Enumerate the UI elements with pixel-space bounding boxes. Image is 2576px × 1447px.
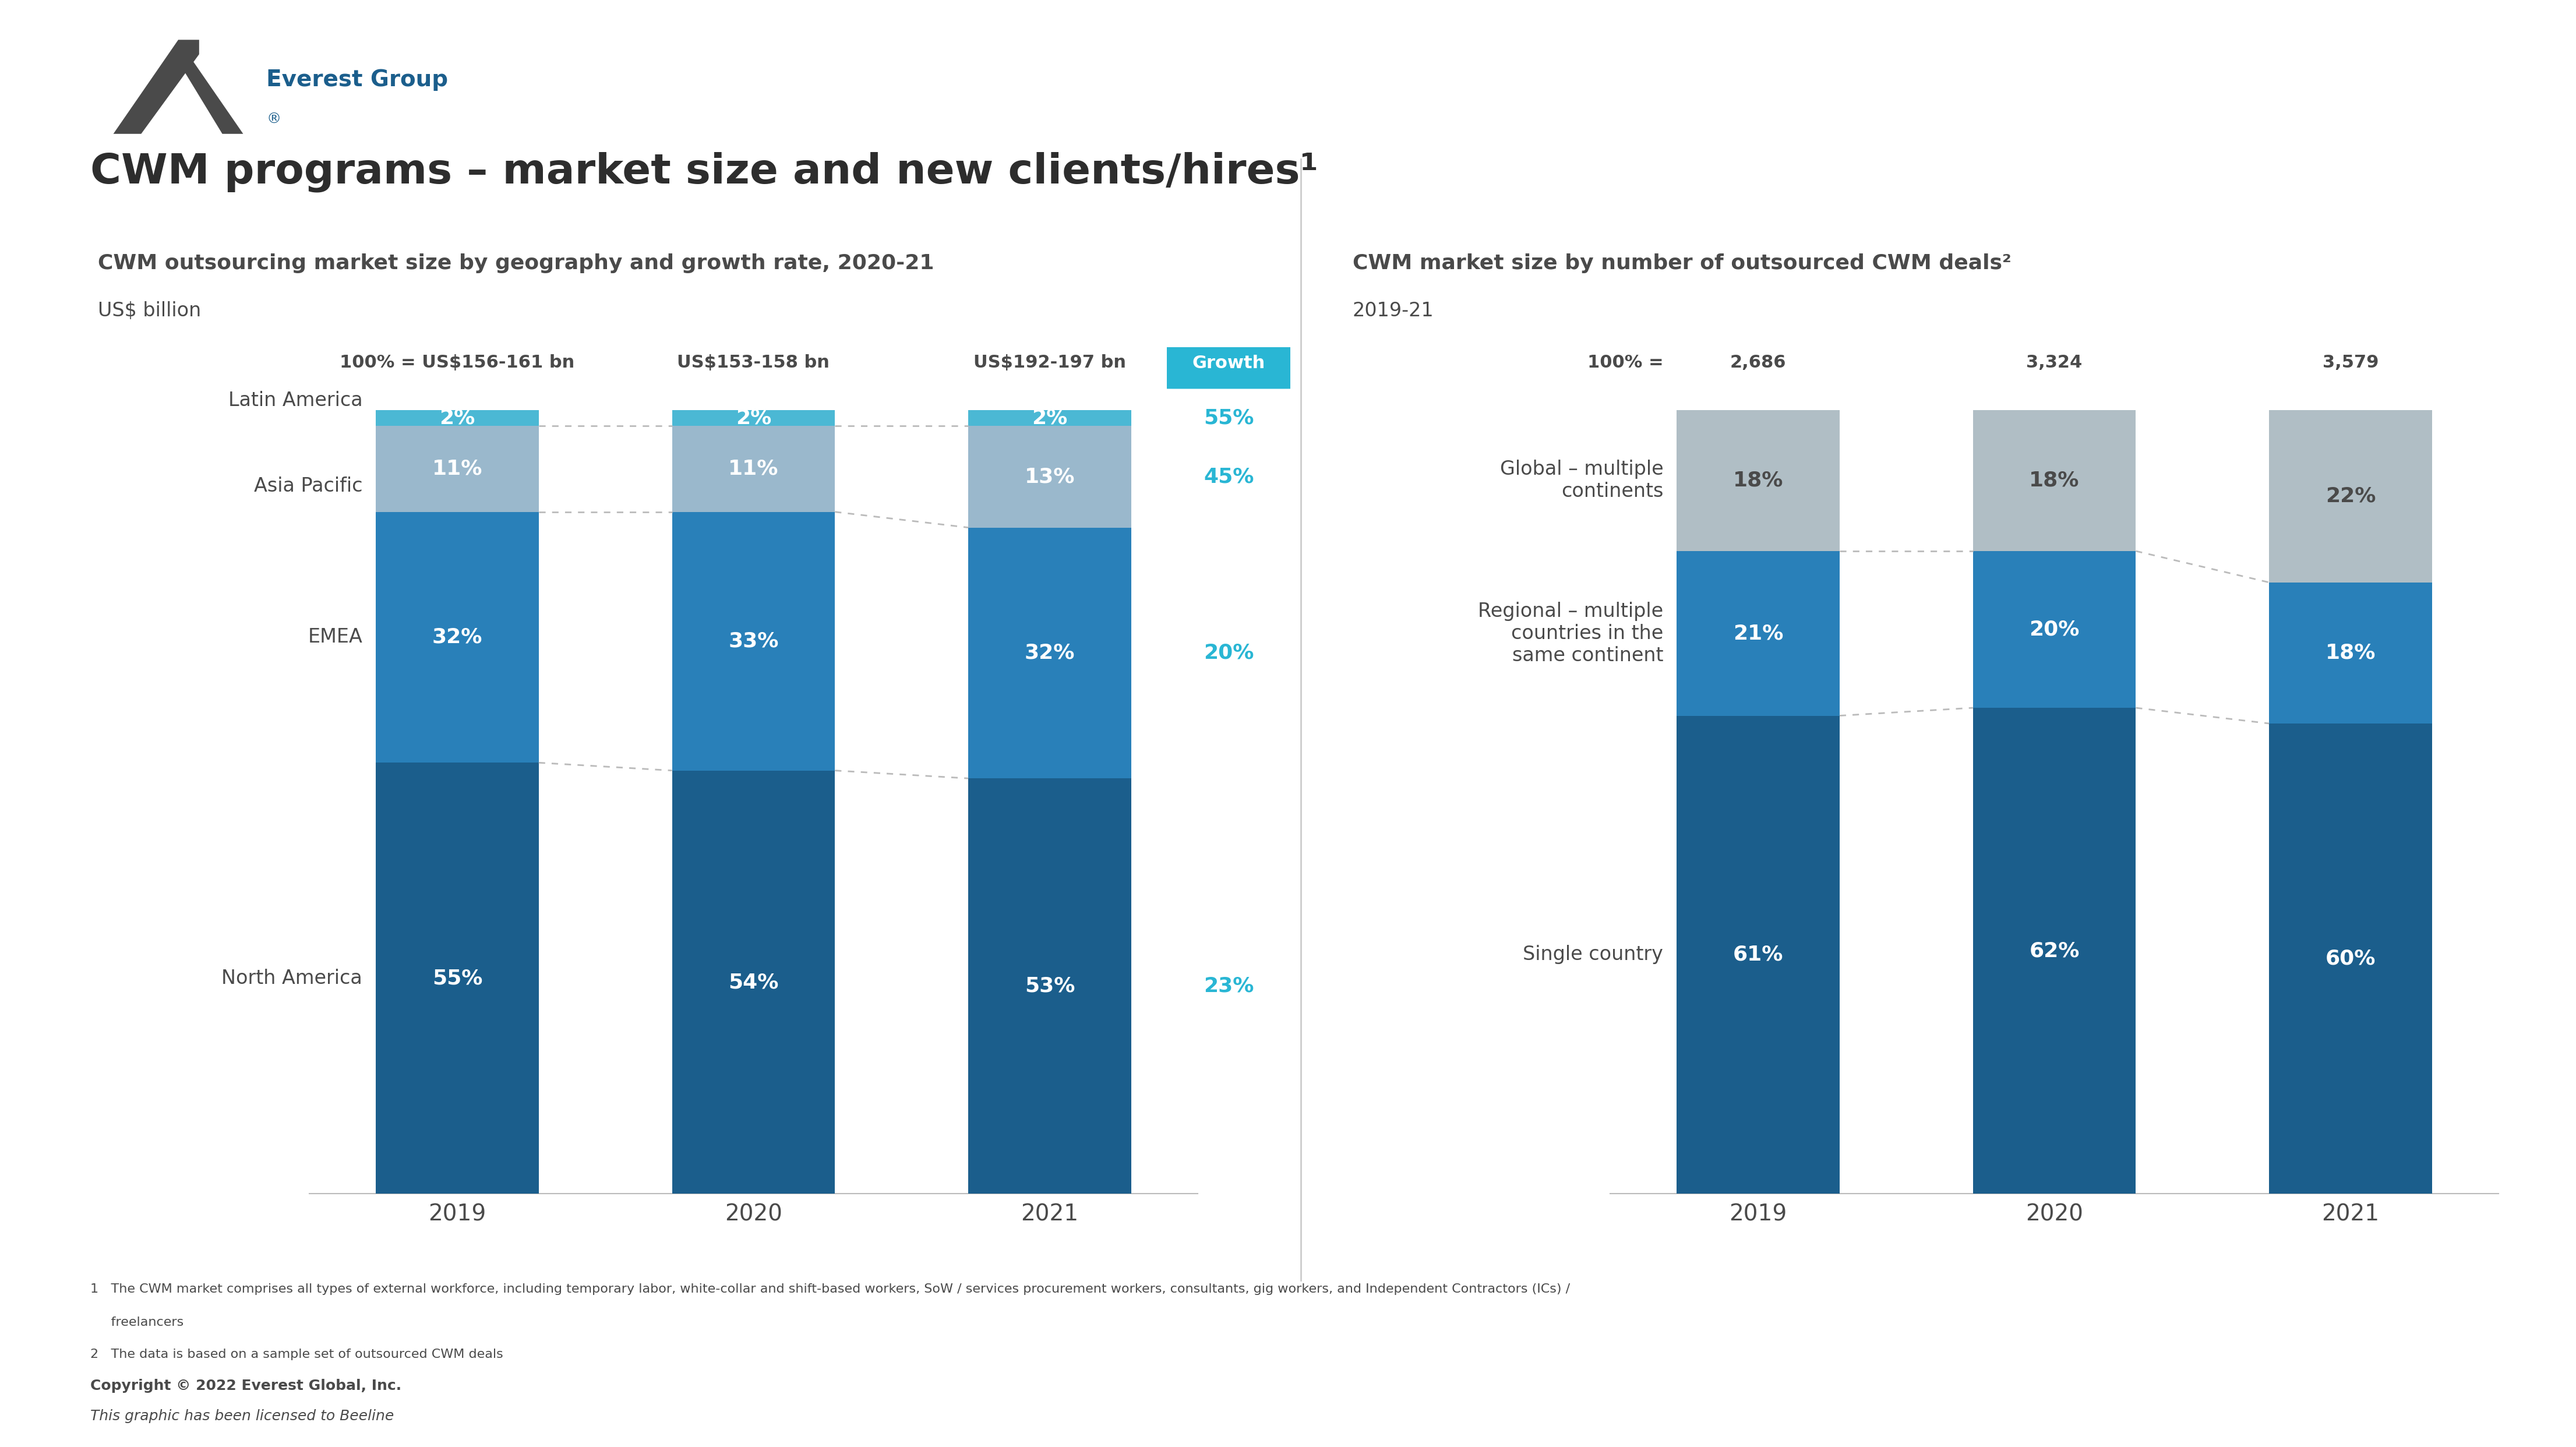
- Bar: [2269, 410, 2432, 583]
- Text: 22%: 22%: [2326, 486, 2375, 506]
- Text: 1   The CWM market comprises all types of external workforce, including temporar: 1 The CWM market comprises all types of …: [90, 1283, 1569, 1295]
- Text: 21%: 21%: [1734, 624, 1783, 644]
- Text: 55%: 55%: [433, 968, 482, 988]
- Bar: [1677, 410, 1839, 551]
- Text: 18%: 18%: [2326, 642, 2375, 663]
- Text: 32%: 32%: [1025, 642, 1074, 663]
- Text: 20%: 20%: [2030, 619, 2079, 640]
- Bar: [672, 512, 835, 770]
- Bar: [1677, 551, 1839, 716]
- Bar: [969, 778, 1131, 1194]
- Text: 100% = US$156-161 bn: 100% = US$156-161 bn: [340, 355, 574, 370]
- Text: US$192-197 bn: US$192-197 bn: [974, 355, 1126, 370]
- Bar: [672, 770, 835, 1194]
- Text: ®: ®: [265, 113, 281, 126]
- Bar: [672, 425, 835, 512]
- Text: CWM programs – market size and new clients/hires¹: CWM programs – market size and new clien…: [90, 152, 1319, 192]
- Text: 11%: 11%: [433, 459, 482, 479]
- Text: Regional – multiple
countries in the
same continent: Regional – multiple countries in the sam…: [1479, 602, 1664, 666]
- Text: 32%: 32%: [433, 628, 482, 647]
- Bar: [672, 410, 835, 425]
- Text: 13%: 13%: [1025, 467, 1074, 486]
- Text: CWM market size by number of outsourced CWM deals²: CWM market size by number of outsourced …: [1352, 253, 2012, 273]
- Text: 61%: 61%: [1734, 945, 1783, 965]
- Text: 20%: 20%: [1203, 642, 1255, 663]
- Text: 2%: 2%: [737, 408, 770, 428]
- Bar: [376, 410, 538, 425]
- Text: 60%: 60%: [2326, 949, 2375, 968]
- Text: US$ billion: US$ billion: [98, 301, 201, 320]
- Text: 3,324: 3,324: [2027, 355, 2081, 370]
- Text: 23%: 23%: [1203, 977, 1255, 996]
- Bar: [1973, 551, 2136, 708]
- Text: 3,579: 3,579: [2324, 355, 2378, 370]
- Text: CWM outsourcing market size by geography and growth rate, 2020-21: CWM outsourcing market size by geography…: [98, 253, 935, 273]
- Bar: [969, 528, 1131, 778]
- Bar: [376, 763, 538, 1194]
- FancyBboxPatch shape: [1136, 337, 1321, 389]
- Text: Copyright © 2022 Everest Global, Inc.: Copyright © 2022 Everest Global, Inc.: [90, 1379, 402, 1393]
- Text: 54%: 54%: [729, 972, 778, 993]
- Text: 2,686: 2,686: [1731, 355, 1785, 370]
- Text: 45%: 45%: [1203, 467, 1255, 486]
- Text: US$153-158 bn: US$153-158 bn: [677, 355, 829, 370]
- Text: 100% =: 100% =: [1587, 355, 1664, 370]
- Text: 53%: 53%: [1025, 977, 1074, 996]
- Polygon shape: [178, 39, 242, 135]
- Text: 2   The data is based on a sample set of outsourced CWM deals: 2 The data is based on a sample set of o…: [90, 1349, 502, 1360]
- Text: 2%: 2%: [1033, 408, 1066, 428]
- Text: 18%: 18%: [1734, 470, 1783, 491]
- Text: Single country: Single country: [1522, 945, 1664, 964]
- Bar: [969, 425, 1131, 528]
- Bar: [376, 425, 538, 512]
- Text: 2%: 2%: [440, 408, 474, 428]
- Text: EMEA: EMEA: [307, 628, 363, 647]
- Text: 62%: 62%: [2030, 941, 2079, 961]
- Text: North America: North America: [222, 968, 363, 988]
- Text: freelancers: freelancers: [90, 1317, 183, 1328]
- Text: Everest Group: Everest Group: [265, 68, 448, 91]
- Text: 2019-21: 2019-21: [1352, 301, 1435, 320]
- Bar: [1973, 410, 2136, 551]
- Bar: [376, 512, 538, 763]
- Bar: [969, 410, 1131, 425]
- Text: 18%: 18%: [2030, 470, 2079, 491]
- Text: Latin America: Latin America: [229, 391, 363, 410]
- Text: 55%: 55%: [1203, 408, 1255, 428]
- Bar: [2269, 582, 2432, 724]
- Polygon shape: [113, 39, 198, 135]
- Text: 11%: 11%: [729, 459, 778, 479]
- Bar: [2269, 724, 2432, 1194]
- Text: 33%: 33%: [729, 631, 778, 651]
- Text: Growth: Growth: [1193, 355, 1265, 372]
- Text: Asia Pacific: Asia Pacific: [255, 476, 363, 496]
- Text: Global – multiple
continents: Global – multiple continents: [1499, 460, 1664, 501]
- Bar: [1677, 716, 1839, 1194]
- Bar: [1973, 708, 2136, 1194]
- Text: This graphic has been licensed to Beeline: This graphic has been licensed to Beelin…: [90, 1409, 394, 1424]
